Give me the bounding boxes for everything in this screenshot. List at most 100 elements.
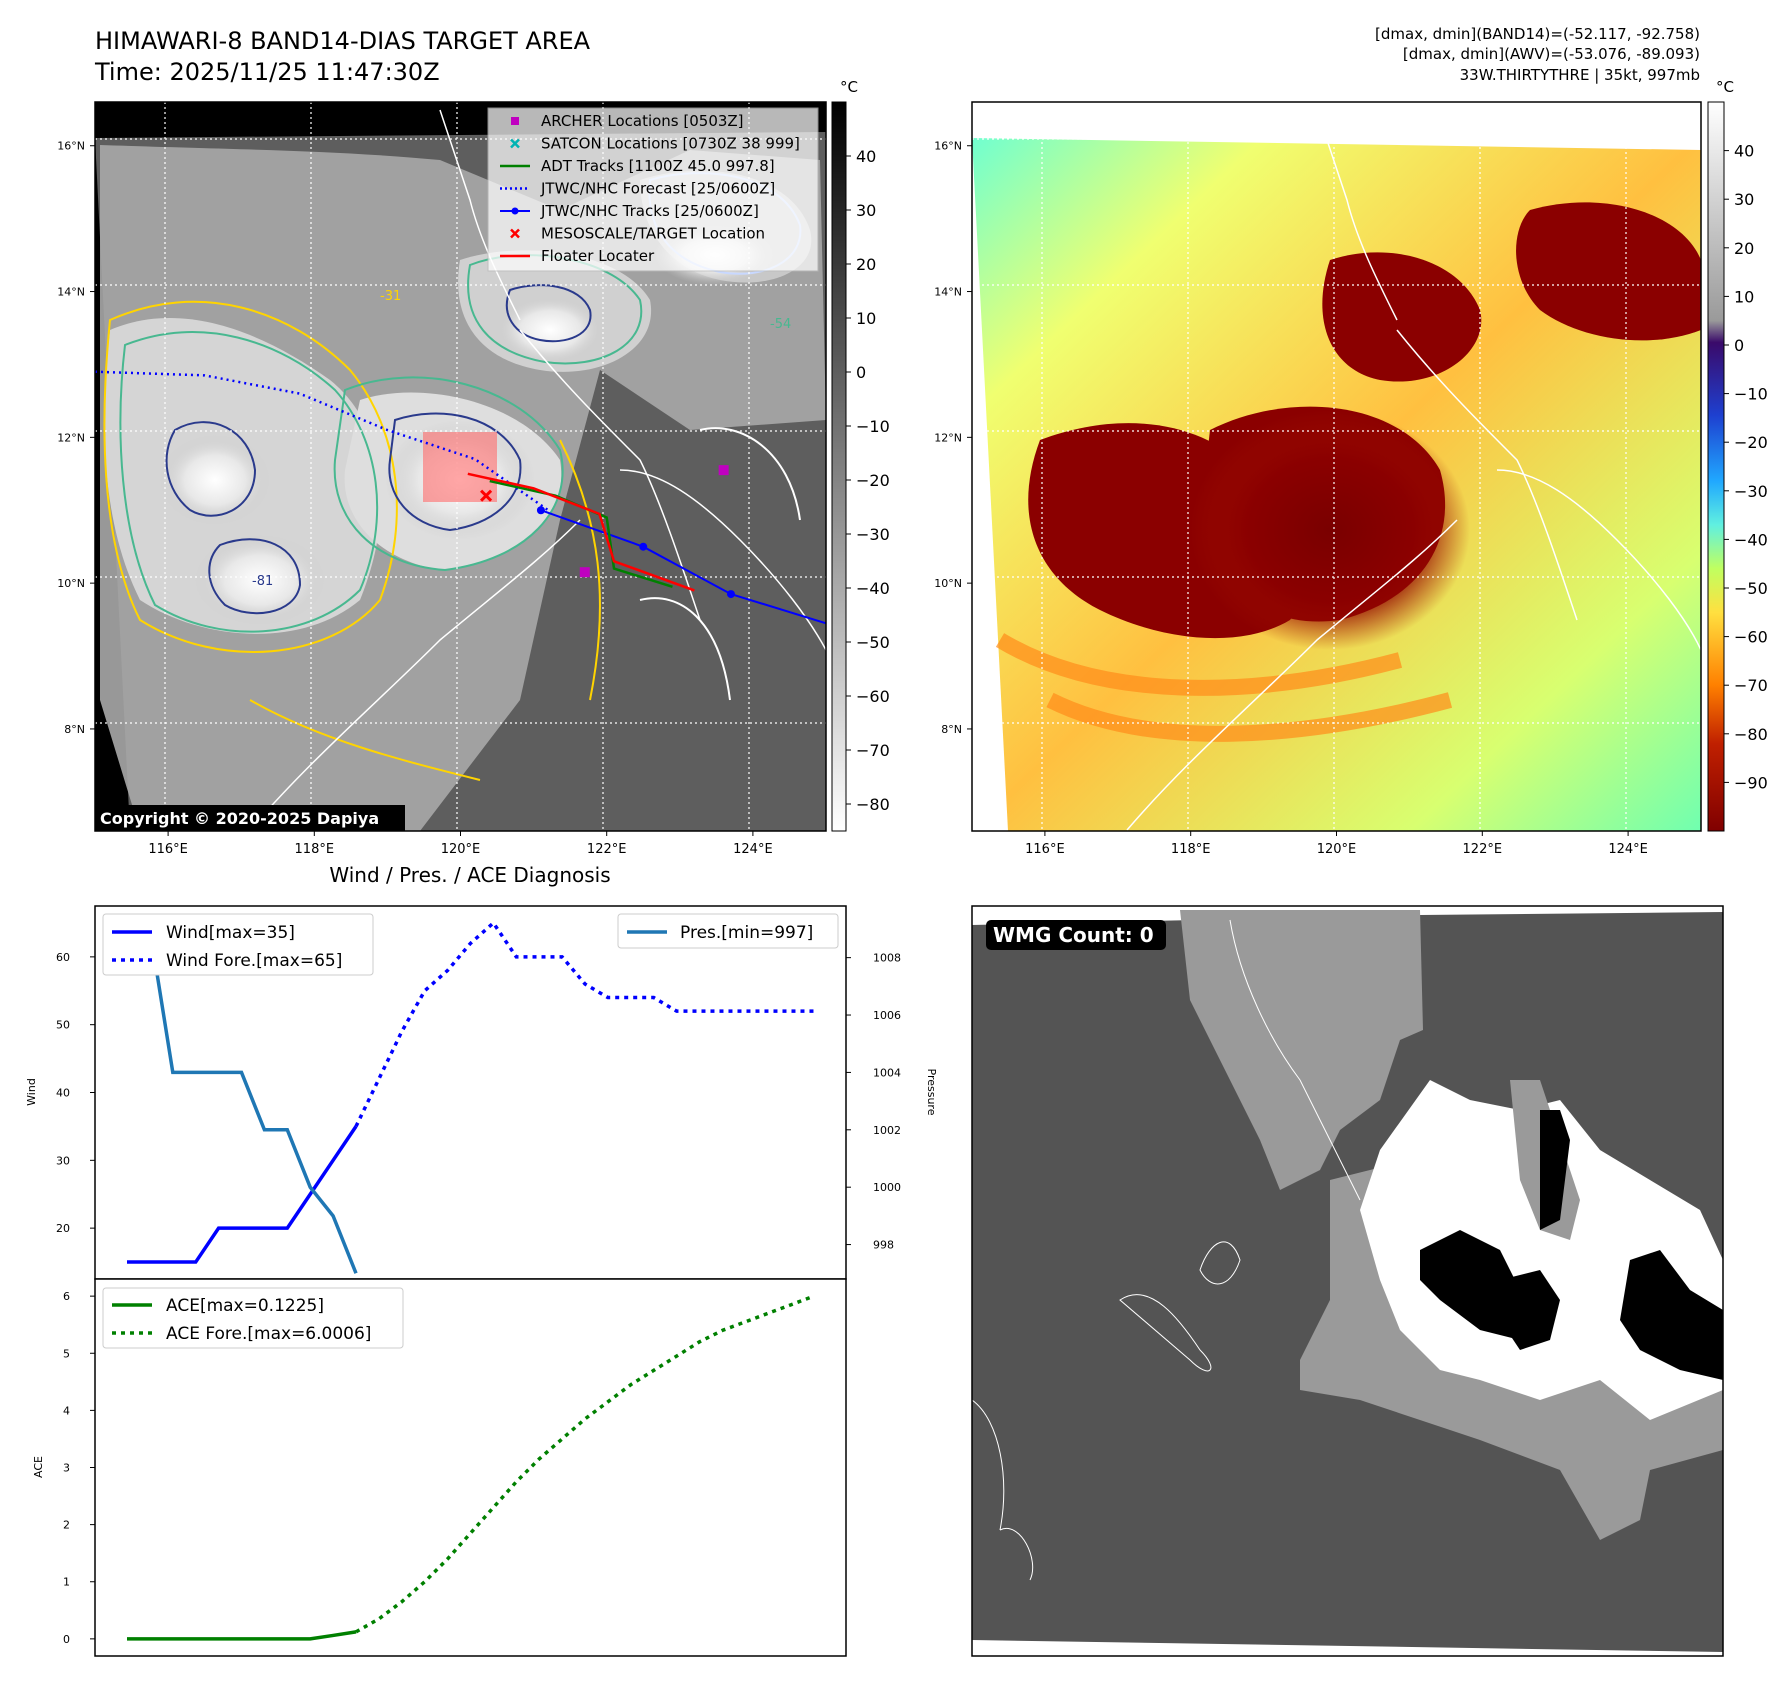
jtwc-track-point (726, 590, 735, 599)
awv-colorbar-ramp (1707, 101, 1725, 832)
wmg-gray-north (1180, 910, 1423, 1190)
awv-lat-label: 16°N (934, 140, 962, 153)
legend-symbol-x (510, 228, 520, 239)
ir-legend-box (487, 107, 819, 272)
wmg-black-cell-center (1500, 1270, 1560, 1350)
pressure-y-tick-label: 1004 (873, 1066, 901, 1079)
colorbar-tick-label: 30 (1734, 190, 1754, 209)
pressure-y-tick-label: 1006 (873, 1009, 901, 1022)
ir-legend: ARCHER Locations [0503Z] SATCON Locations… (487, 107, 819, 272)
ir-legend-entry: ARCHER Locations [0503Z] (541, 112, 744, 130)
awv-lat-label: 8°N (941, 723, 962, 736)
awv-map-panel: 116°E 118°E 120°E 122°E 124°E 16°N 14°N 12°N 10°… (934, 101, 1702, 857)
wind-fore-legend-label: Wind Fore.[max=65] (166, 951, 342, 971)
ir-colorbar-ramp (831, 101, 847, 832)
legend-symbol-dot (511, 207, 519, 215)
target-location-marker (480, 489, 493, 502)
ace-y-tick-label: 0 (63, 1633, 70, 1646)
pres-legend-label: Pres.[min=997] (680, 923, 813, 943)
colorbar-tick-label: −30 (1734, 482, 1768, 501)
wmg-frame (971, 905, 1724, 1657)
ace-y-tick-label: 6 (63, 1290, 70, 1303)
ir-lat-label: 8°N (64, 723, 85, 736)
floater-track (467, 472, 695, 592)
wmg-count-label: WMG Count: 0 (993, 923, 1154, 947)
ace-y-tick-label: 4 (63, 1404, 70, 1417)
awv-lat-label: 12°N (934, 431, 962, 444)
ir-lat-label: 16°N (57, 140, 85, 153)
awv-lon-label: 124°E (1608, 842, 1648, 857)
colorbar-tick-label: 0 (856, 363, 866, 382)
colorbar-tick-label: −50 (856, 633, 890, 652)
wind-series-1 (354, 920, 814, 1128)
colorbar-tick-label: 40 (856, 147, 876, 166)
ir-lat-label: 10°N (57, 577, 85, 590)
awv-lon-label: 122°E (1463, 842, 1503, 857)
awv-coastlines (1126, 109, 1701, 831)
jtwc-track-point (536, 506, 545, 515)
ir-lon-label: 120°E (441, 842, 481, 857)
colorbar-tick-label: −80 (1734, 725, 1768, 744)
wind-legend-label: Wind[max=35] (166, 923, 295, 943)
colorbar-tick-label: −70 (1734, 676, 1768, 695)
awv-storm-core (1190, 410, 1470, 650)
jtwc-forecast-track (95, 370, 549, 512)
diagnosis-title: Wind / Pres. / ACE Diagnosis (329, 863, 610, 887)
pressure-y-tick-label: 1000 (873, 1181, 901, 1194)
awv-northeast-cold-region (1516, 202, 1701, 341)
floater-box (423, 432, 497, 502)
wind-y-tick-label: 20 (56, 1222, 70, 1235)
pres-legend: Pres.[min=997] (617, 913, 839, 949)
colorbar-tick-label: 30 (856, 201, 876, 220)
colorbar-tick-label: 0 (1734, 336, 1744, 355)
awv-lat-label: 10°N (934, 577, 962, 590)
storm-info-text: 33W.THIRTYTHRE | 35kt, 997mb (1460, 66, 1700, 84)
wmg-coastlines (972, 919, 1361, 1581)
wmg-black-cell-east (1620, 1250, 1723, 1380)
ir-lon-label: 118°E (295, 842, 335, 857)
awv-axis-labels: 116°E 118°E 120°E 122°E 124°E 16°N 14°N 12°N 10°… (934, 140, 1648, 857)
colorbar-tick-label: −20 (1734, 433, 1768, 452)
archer-location-marker (579, 567, 590, 578)
colorbar-tick-label: −20 (856, 471, 890, 490)
colorbar-tick-label: 10 (856, 309, 876, 328)
ir-lon-label: 122°E (587, 842, 627, 857)
ir-legend-entry: Floater Locater (541, 247, 655, 265)
ace-fore-legend-label: ACE Fore.[max=6.0006] (166, 1324, 371, 1344)
ir-axis-labels: 116°E 118°E 120°E 122°E 124°E 16°N 14°N 12°N 10°… (57, 140, 772, 857)
awv-lon-label: 116°E (1025, 842, 1065, 857)
ir-map-panel: -31 -54 -81 Copyright © 2020-2025 Dapiya… (57, 101, 827, 857)
copyright-text: Copyright © 2020-2025 Dapiya (100, 809, 379, 828)
pressure-axis-label: Pressure (925, 1069, 938, 1116)
ir-lon-label: 124°E (733, 842, 773, 857)
awv-colorbar: °C 40 30 20 10 0 −10 −20 −30 −40 −50 −60 −70 −80 −90 (1707, 78, 1768, 832)
colorbar-tick-label: 10 (1734, 287, 1754, 306)
ace-y-tick-label: 2 (63, 1519, 70, 1532)
ir-legend-entry: ADT Tracks [1100Z 45.0 997.8] (541, 157, 775, 175)
ace-chart: ACE 0 1 2 3 4 5 6 ACE[max=0.1225] ACE Fore.[ma… (32, 1278, 847, 1657)
ir-colorbar-unit: °C (840, 78, 858, 96)
ir-legend-entry: MESOSCALE/TARGET Location (541, 225, 765, 243)
colorbar-tick-label: −10 (1734, 385, 1768, 404)
ir-colorbar: °C 40 30 20 10 0 −10 −20 −30 −40 −50 −60 −70 −80 (831, 78, 890, 832)
wind-y-tick-label: 60 (56, 951, 70, 964)
contour-label-31: -31 (380, 289, 401, 304)
wind-legend: Wind[max=35] Wind Fore.[max=65] (102, 913, 374, 976)
colorbar-tick-label: −60 (1734, 628, 1768, 647)
contour-label-81: -81 (252, 574, 273, 589)
wind-y-tick-label: 40 (56, 1087, 70, 1100)
ace-series-0 (127, 1630, 357, 1641)
ir-lon-label: 116°E (148, 842, 188, 857)
wmg-panel: WMG Count: 0 (971, 905, 1724, 1657)
colorbar-tick-label: −30 (856, 525, 890, 544)
jtwc-track-point (639, 542, 648, 551)
awv-colorbar-unit: °C (1716, 78, 1734, 96)
legend-symbol-x (510, 138, 520, 149)
colorbar-tick-label: 20 (1734, 239, 1754, 258)
awv-lat-label: 14°N (934, 286, 962, 299)
ir-contours (103, 172, 802, 781)
ace-legend-label: ACE[max=0.1225] (166, 1296, 324, 1316)
ace-y-tick-label: 1 (63, 1576, 70, 1589)
legend-symbol-archer (511, 117, 519, 125)
figure-time: Time: 2025/11/25 11:47:30Z (94, 58, 440, 86)
